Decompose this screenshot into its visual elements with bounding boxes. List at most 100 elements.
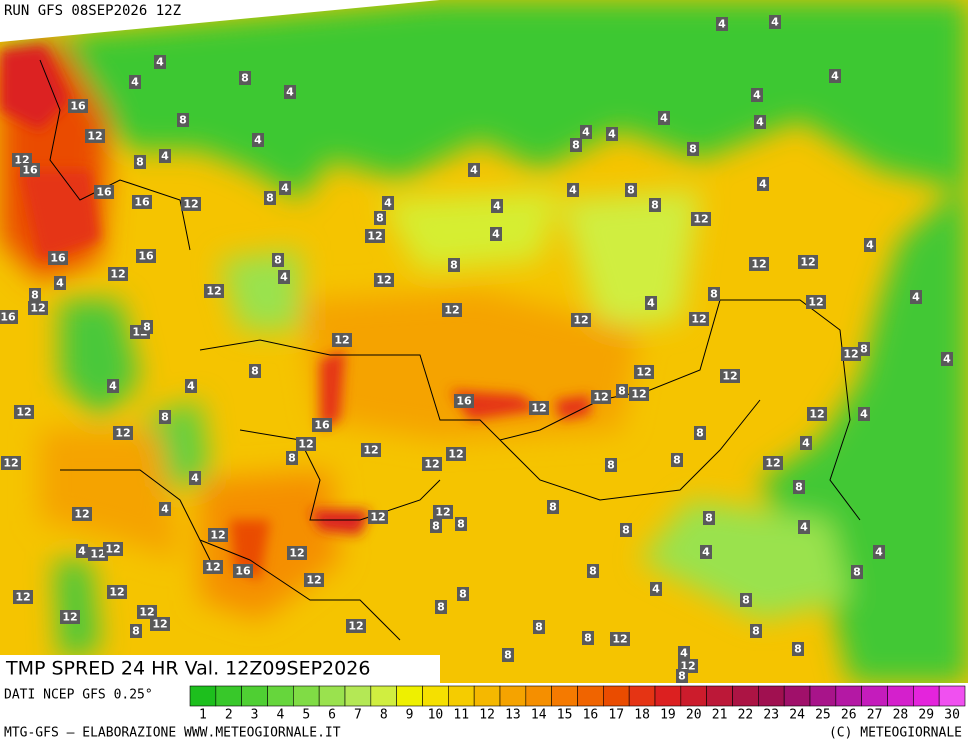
contour-label-box xyxy=(650,582,662,596)
colorbar-swatch xyxy=(241,685,268,707)
contour-label-box xyxy=(29,288,41,302)
contour-label: 8 xyxy=(853,566,861,579)
contour-label-box xyxy=(287,546,307,560)
contour-label: 12 xyxy=(612,633,627,646)
contour-label-box xyxy=(107,379,119,393)
contour-label-box xyxy=(296,437,316,451)
contour-label: 8 xyxy=(450,259,458,272)
contour-label-box xyxy=(129,75,141,89)
contour-label: 4 xyxy=(131,76,139,89)
contour-label-box xyxy=(858,407,870,421)
contour-label-box xyxy=(185,379,197,393)
contour-label: 12 xyxy=(74,508,89,521)
contour-label-box xyxy=(671,453,683,467)
contour-label: 4 xyxy=(912,291,920,304)
colorbar-swatch xyxy=(396,685,423,707)
contour-label-box xyxy=(108,267,128,281)
contour-label: 4 xyxy=(608,128,616,141)
colorbar-label: 3 xyxy=(251,708,259,723)
contour-label-box xyxy=(159,502,171,516)
contour-label: 12 xyxy=(348,620,363,633)
colorbar-label: 12 xyxy=(479,708,495,723)
contour-label-box xyxy=(107,585,127,599)
contour-label-box xyxy=(570,138,582,152)
contour-label-box xyxy=(606,127,618,141)
contour-label: 12 xyxy=(693,213,708,226)
colorbar-label: 4 xyxy=(277,708,285,723)
contour-label-box xyxy=(60,610,80,624)
contour-label: 16 xyxy=(134,196,150,209)
contour-label-box xyxy=(20,163,40,177)
caption-box xyxy=(0,655,440,683)
contour-label-box xyxy=(703,511,715,525)
contour-label: 8 xyxy=(696,427,704,440)
contour-label: 8 xyxy=(432,520,440,533)
contour-label: 4 xyxy=(254,134,262,147)
contour-label: 4 xyxy=(78,545,86,558)
contour-label-box xyxy=(249,364,261,378)
colorbar-label: 23 xyxy=(763,708,779,723)
contour-label-box xyxy=(374,211,386,225)
contour-label: 8 xyxy=(31,289,39,302)
contour-label: 12 xyxy=(62,611,77,624)
contour-label: 4 xyxy=(161,150,169,163)
contour-label-box xyxy=(457,587,469,601)
contour-label: 4 xyxy=(802,437,810,450)
contour-label-box xyxy=(159,149,171,163)
contour-label: 12 xyxy=(139,606,154,619)
colorbar-swatch xyxy=(654,685,682,707)
contour-label-box xyxy=(203,560,223,574)
contour-label: 12 xyxy=(334,334,349,347)
contour-label: 4 xyxy=(680,647,688,660)
contour-label: 12 xyxy=(90,548,105,561)
colorbar-swatch xyxy=(913,685,940,707)
contour-label: 8 xyxy=(549,501,557,514)
contour-label-box xyxy=(720,369,740,383)
contour-label: 12 xyxy=(206,285,221,298)
contour-label: 8 xyxy=(673,454,681,467)
contour-label-box xyxy=(365,229,385,243)
contour-label-box xyxy=(150,617,170,631)
contour-label: 12 xyxy=(573,314,588,327)
contour-label: 8 xyxy=(288,452,296,465)
colorbar-label: 17 xyxy=(608,708,624,723)
contour-label: 8 xyxy=(251,365,259,378)
colorbar-swatch xyxy=(189,685,217,707)
contour-label-box xyxy=(800,436,812,450)
contour-label-box xyxy=(687,142,699,156)
contour-label-box xyxy=(806,295,826,309)
contour-label-box xyxy=(620,523,632,537)
contour-label-box xyxy=(361,443,381,457)
contour-label: 12 xyxy=(444,304,459,317)
contour-label: 4 xyxy=(702,546,710,559)
contour-label: 12 xyxy=(205,561,220,574)
colorbar-label: 29 xyxy=(918,708,934,723)
contour-label-box xyxy=(204,284,224,298)
contour-label: 8 xyxy=(504,649,512,662)
contour-label: 12 xyxy=(183,198,198,211)
contour-label-box xyxy=(1,456,21,470)
contour-label-box xyxy=(468,163,480,177)
contour-label-box xyxy=(751,88,763,102)
colorbar-swatch xyxy=(318,685,346,707)
map-caption: TMP SPRED 24 HR Val. 12Z09SEP2026 xyxy=(5,658,370,680)
colorbar-label: 11 xyxy=(453,708,469,723)
colorbar-swatch xyxy=(680,685,707,707)
contour-label-box xyxy=(490,227,502,241)
colorbar-label: 6 xyxy=(328,708,336,723)
colorbar-swatch xyxy=(783,685,811,707)
colorbar: 1 2 3 4 5 6 7 8 9 10 11 12 13 14 15 16 17 18 19 20 21 22 23 24 2… xyxy=(189,685,966,723)
contour-label-box xyxy=(13,590,33,604)
contour-label-box xyxy=(0,310,18,324)
contour-label: 12 xyxy=(289,547,304,560)
contour-label: 8 xyxy=(794,643,802,656)
contour-label: 4 xyxy=(875,546,883,559)
contour-label: 8 xyxy=(627,184,635,197)
contour-label: 4 xyxy=(569,184,577,197)
contour-label-box xyxy=(286,451,298,465)
contour-label: 4 xyxy=(493,200,501,213)
contour-label-box xyxy=(491,199,503,213)
contour-label-box xyxy=(582,631,594,645)
contour-label-box xyxy=(284,85,296,99)
contour-label-box xyxy=(629,387,649,401)
